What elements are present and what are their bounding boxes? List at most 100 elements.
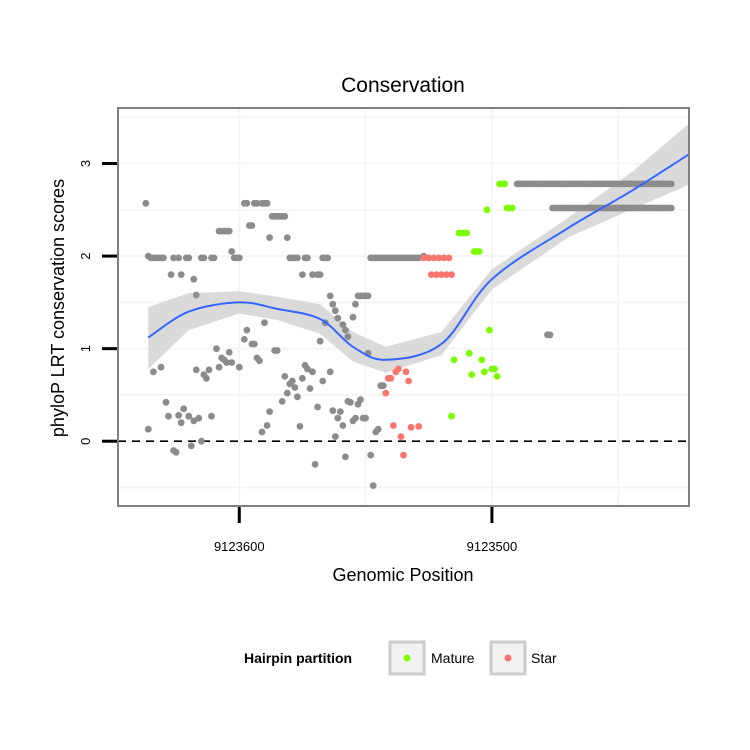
data-point-other (294, 393, 301, 401)
data-point-other (225, 227, 233, 235)
data-point-other (299, 374, 306, 382)
data-point-other (192, 366, 200, 374)
data-point-other (339, 321, 347, 328)
data-point-star (435, 254, 443, 262)
data-point-other (253, 199, 261, 207)
data-point-other (546, 331, 554, 339)
data-point-other (142, 199, 150, 207)
data-point-other (180, 405, 188, 413)
data-point-other (379, 382, 387, 390)
data-point-other (306, 385, 314, 392)
data-point-other (667, 204, 675, 212)
data-point-other (331, 307, 339, 315)
data-point-mature (508, 204, 516, 212)
series-star (382, 254, 455, 459)
data-point-other (362, 414, 369, 422)
data-point-star (425, 254, 433, 262)
data-point-other (304, 254, 311, 262)
y-tick-label: 1 (78, 345, 93, 352)
data-point-other (208, 412, 215, 420)
x-tick-label: 9123500 (467, 539, 518, 554)
data-point-other (316, 271, 324, 278)
data-point-other (352, 414, 359, 422)
data-point-star (405, 377, 412, 385)
data-point-mature (491, 365, 498, 373)
data-point-other (334, 314, 342, 322)
data-point-other (342, 326, 349, 334)
data-point-other (190, 275, 198, 283)
data-point-other (160, 254, 167, 262)
data-point-other (175, 411, 183, 419)
data-point-other (205, 366, 213, 374)
plot-layer: 0 1 2 3 9123600 9123500 (78, 107, 690, 554)
data-point-other (288, 377, 296, 385)
data-point-other (334, 414, 342, 422)
data-point-other (309, 368, 316, 376)
data-point-other (192, 291, 200, 299)
data-point-other (240, 336, 248, 343)
data-point-mature (448, 412, 455, 420)
smooth-line (147, 153, 690, 361)
data-point-mature (483, 206, 491, 214)
data-point-star (443, 271, 450, 278)
data-point-other (369, 482, 377, 489)
data-point-mature (468, 371, 476, 378)
data-point-other (258, 428, 266, 436)
data-point-other (374, 425, 382, 433)
legend-label-star: Star (531, 650, 557, 666)
data-point-star (438, 271, 445, 278)
data-point-star (432, 271, 440, 278)
data-point-mature (450, 356, 458, 364)
data-point-other (235, 363, 243, 371)
data-point-other (210, 254, 218, 262)
data-point-other (329, 407, 337, 415)
data-point-other (331, 433, 339, 440)
plot-border (117, 107, 690, 507)
data-point-other (304, 365, 311, 373)
data-point-other (347, 398, 354, 406)
data-point-other (172, 448, 180, 456)
data-point-other (223, 359, 231, 366)
data-point-other (273, 347, 281, 354)
y-tick-label: 3 (78, 160, 93, 167)
data-point-star (390, 422, 397, 429)
data-point-other (314, 403, 321, 411)
data-point-star (430, 254, 438, 262)
data-point-other (167, 271, 175, 278)
data-point-mature (486, 326, 493, 334)
data-point-other (324, 254, 332, 262)
data-point-other (299, 271, 306, 278)
data-point-other (185, 412, 193, 420)
data-point-other (165, 412, 172, 420)
data-point-other (266, 234, 273, 242)
data-point-star (407, 423, 415, 431)
data-point-star (400, 451, 407, 459)
data-point-other (177, 419, 185, 427)
data-point-other (195, 414, 203, 422)
y-tick-label: 0 (78, 438, 93, 445)
data-point-other (243, 326, 251, 334)
data-point-other (367, 451, 375, 459)
data-point-other (344, 333, 352, 340)
data-point-other (283, 234, 291, 242)
data-point-other (185, 254, 193, 262)
data-point-other (329, 300, 337, 308)
data-point-other (256, 357, 263, 365)
data-point-star (382, 389, 390, 397)
data-point-other (248, 222, 256, 229)
data-point-other (278, 398, 286, 405)
data-point-other (281, 373, 289, 380)
data-point-mature (493, 373, 501, 380)
data-point-star (395, 365, 402, 373)
data-point-other (215, 363, 223, 371)
data-point-other (170, 254, 178, 262)
data-point-other (266, 408, 273, 415)
data-point-other (177, 271, 185, 278)
data-point-other (326, 292, 334, 300)
data-point-other (336, 408, 344, 415)
data-point-mature (475, 248, 483, 255)
data-point-other (294, 254, 301, 262)
x-tick-label: 9123600 (214, 539, 265, 554)
